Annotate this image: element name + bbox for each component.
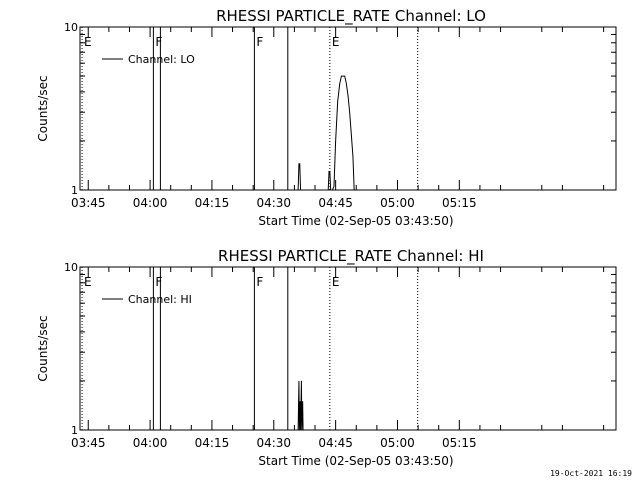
event-marker-label: E bbox=[332, 275, 340, 289]
x-tick-label: 05:00 bbox=[380, 436, 415, 450]
footer-timestamp: 19-Oct-2021 16:19 bbox=[550, 469, 632, 478]
x-axis-label: Start Time (02-Sep-05 03:43:50) bbox=[258, 454, 453, 468]
x-tick-label: 04:15 bbox=[195, 196, 230, 210]
plot-frame bbox=[79, 266, 617, 431]
y-tick-label: 10 bbox=[64, 261, 78, 274]
x-tick-label: 05:15 bbox=[442, 436, 477, 450]
event-marker-label: F bbox=[256, 35, 263, 49]
x-tick-label: 04:30 bbox=[256, 436, 291, 450]
x-tick-label: 04:45 bbox=[318, 196, 353, 210]
event-marker-label: F bbox=[155, 275, 162, 289]
y-axis-label: Counts/sec bbox=[36, 75, 50, 141]
x-tick-label: 04:00 bbox=[133, 196, 168, 210]
x-tick-label: 04:30 bbox=[256, 196, 291, 210]
y-tick-label: 1 bbox=[71, 184, 78, 197]
series-line bbox=[297, 75, 355, 191]
x-tick-label: 04:00 bbox=[133, 436, 168, 450]
plot-frame bbox=[79, 26, 617, 191]
event-marker-label: F bbox=[256, 275, 263, 289]
x-tick-label: 03:45 bbox=[71, 436, 106, 450]
x-tick-label: 04:45 bbox=[318, 436, 353, 450]
x-tick-label: 05:15 bbox=[442, 196, 477, 210]
event-marker-label: E bbox=[332, 35, 340, 49]
legend-entry: Channel: LO bbox=[128, 53, 195, 66]
event-marker-label: E bbox=[84, 35, 92, 49]
x-axis-label: Start Time (02-Sep-05 03:43:50) bbox=[258, 214, 453, 228]
x-tick-label: 04:15 bbox=[195, 436, 230, 450]
x-tick-label: 03:45 bbox=[71, 196, 106, 210]
y-tick-label: 1 bbox=[71, 424, 78, 437]
x-tick-label: 05:00 bbox=[380, 196, 415, 210]
event-marker-label: F bbox=[155, 35, 162, 49]
chart-title: RHESSI PARTICLE_RATE Channel: HI bbox=[218, 247, 484, 266]
series-line bbox=[297, 380, 304, 431]
event-marker-label: E bbox=[84, 275, 92, 289]
legend-entry: Channel: HI bbox=[128, 293, 192, 306]
y-tick-label: 10 bbox=[64, 21, 78, 34]
chart-title: RHESSI PARTICLE_RATE Channel: LO bbox=[216, 7, 486, 26]
y-axis-label: Counts/sec bbox=[36, 315, 50, 381]
